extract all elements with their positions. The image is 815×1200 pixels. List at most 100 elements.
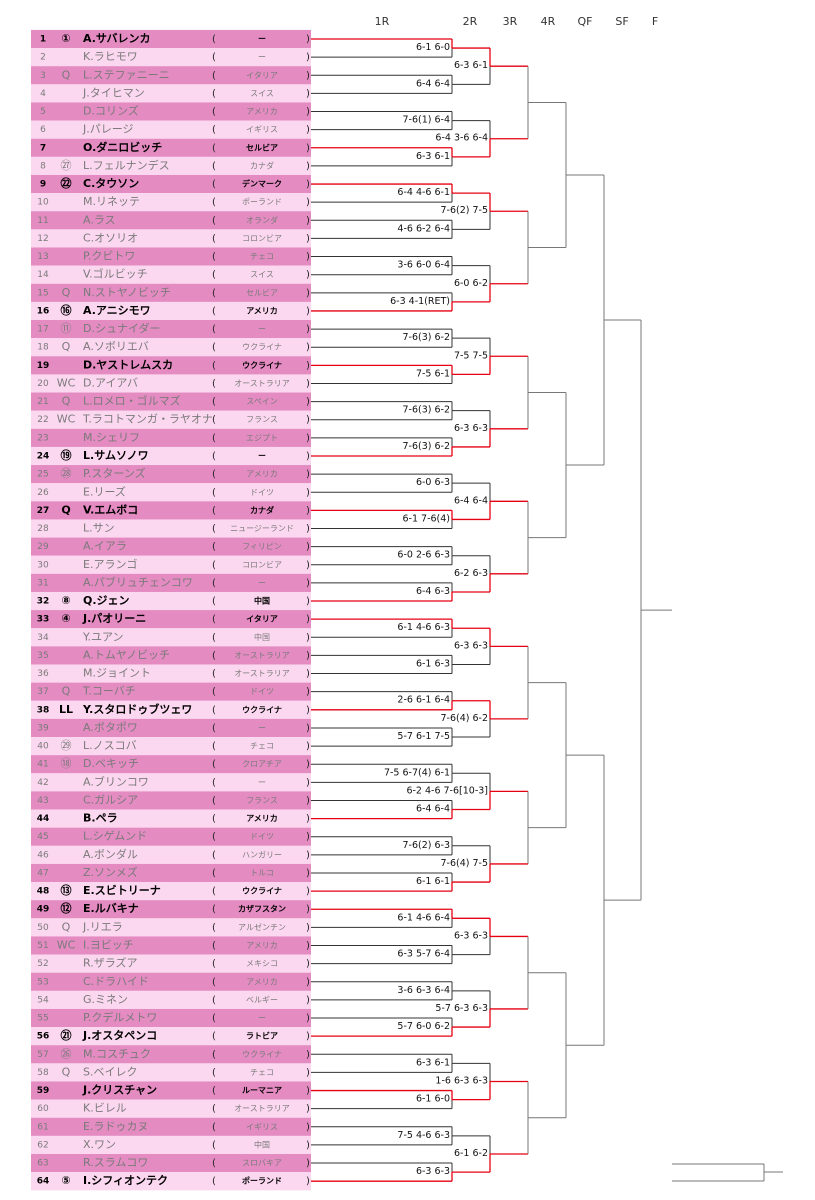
player-name: Y.ユアン: [82, 630, 124, 643]
player-number: 15: [37, 288, 48, 298]
paren: ): [306, 1013, 310, 1024]
paren: (: [212, 233, 216, 244]
paren: (: [212, 469, 216, 480]
player-row: [31, 320, 311, 339]
player-seed: ㉑: [61, 1028, 72, 1042]
paren: (: [212, 524, 216, 535]
player-name: A.ブリンコワ: [83, 774, 149, 788]
player-row: [31, 356, 311, 375]
paren: ): [306, 34, 310, 45]
player-country: オーストラリア: [234, 1104, 290, 1113]
paren: ): [306, 1122, 310, 1133]
score: 6-4 6-3: [416, 586, 450, 597]
paren: (: [212, 632, 216, 643]
player-name: J.タイヒマン: [82, 86, 145, 99]
player-row: [31, 936, 311, 955]
player-seed: Q: [62, 395, 71, 408]
player-seed: Q: [62, 685, 71, 698]
score: 7-6(1) 6-4: [402, 115, 450, 126]
player-country: オーストラリア: [234, 651, 290, 660]
player-country: スペイン: [246, 397, 277, 406]
player-number: 44: [37, 814, 50, 824]
score: 3-6 6-0 6-4: [397, 260, 450, 271]
score: 6-3 6-3: [454, 930, 488, 941]
paren: (: [212, 1176, 216, 1187]
player-country: スイス: [250, 270, 274, 279]
player-name: P.クデルメトワ: [83, 1010, 157, 1024]
player-seed: ⑲: [61, 448, 72, 462]
player-number: 28: [37, 524, 49, 534]
player-row: [31, 138, 311, 157]
player-name: S.ベイレク: [83, 1065, 137, 1078]
player-seed: ⑯: [61, 303, 72, 317]
player-country: アメリカ: [246, 814, 278, 823]
paren: (: [212, 143, 216, 154]
player-number: 61: [37, 1122, 48, 1132]
paren: (: [212, 288, 216, 299]
player-number: 41: [37, 760, 48, 770]
player-row: [31, 845, 311, 864]
player-row: [31, 301, 311, 321]
score: 6-0 2-6 6-3: [397, 550, 450, 561]
player-name: A.ソボリエバ: [83, 340, 149, 353]
paren: ): [306, 70, 310, 81]
player-number: 9: [40, 180, 46, 190]
player-number: 31: [37, 578, 48, 588]
player-country: ー: [258, 578, 266, 587]
player-country: クロアチア: [242, 760, 282, 769]
paren: ): [306, 179, 310, 190]
round-label: 3R: [503, 15, 518, 28]
player-row: [31, 918, 311, 937]
player-row: [31, 392, 311, 411]
player-number: 37: [37, 687, 48, 697]
player-row: [31, 102, 311, 121]
score: 6-4 6-4: [454, 495, 488, 506]
player-country: チェコ: [250, 742, 274, 751]
paren: ): [306, 415, 310, 426]
score: 6-3 4-1(RET): [390, 296, 450, 307]
player-name: I.シフィオンテク: [83, 1174, 168, 1187]
player-country: ニュージーランド: [230, 524, 294, 533]
score: 7-6(3) 6-2: [402, 441, 450, 452]
paren: ): [306, 741, 310, 752]
paren: (: [212, 596, 216, 607]
player-name: J.クリスチャン: [82, 1084, 157, 1097]
player-name: L.サムソノワ: [83, 449, 149, 462]
player-name: L.ロメロ・ゴルマズ: [83, 394, 181, 408]
player-country: ウクライナ: [242, 343, 282, 352]
score: 2-6 6-1 6-4: [397, 695, 450, 706]
paren: ): [306, 814, 310, 825]
player-number: 11: [37, 216, 48, 226]
paren: ): [306, 795, 310, 806]
player-country: 中国: [254, 1139, 270, 1149]
paren: ): [306, 270, 310, 281]
player-row: [31, 682, 311, 701]
player-name: C.ドラハイド: [83, 975, 149, 988]
paren: ): [306, 1049, 310, 1060]
paren: ): [306, 125, 310, 136]
player-number: 38: [37, 705, 50, 715]
player-name: Z.ソンメズ: [83, 865, 138, 879]
paren: ): [306, 578, 310, 589]
player-row: [31, 156, 311, 176]
score: 6-3 6-3: [416, 1166, 450, 1177]
paren: ): [306, 959, 310, 970]
score: 5-7 6-1 7-5: [397, 731, 450, 742]
paren: (: [212, 850, 216, 861]
player-name: E.ルバキナ: [83, 902, 139, 915]
player-name: D.アイアバ: [83, 376, 138, 389]
player-country: カナダ: [250, 505, 274, 515]
player-number: 32: [37, 597, 50, 607]
player-number: 25: [37, 470, 48, 480]
player-name: A.ラス: [83, 213, 116, 226]
player-seed: ④: [61, 612, 70, 625]
paren: ): [306, 995, 310, 1006]
player-country: フランス: [246, 415, 278, 424]
player-country: チェコ: [250, 252, 274, 261]
player-seed: Q: [62, 1065, 71, 1078]
player-name: L.シゲムンド: [83, 830, 147, 843]
player-country: フランス: [246, 796, 278, 805]
paren: ): [306, 632, 310, 643]
player-name: L.サン: [83, 522, 115, 535]
player-number: 40: [37, 742, 49, 752]
